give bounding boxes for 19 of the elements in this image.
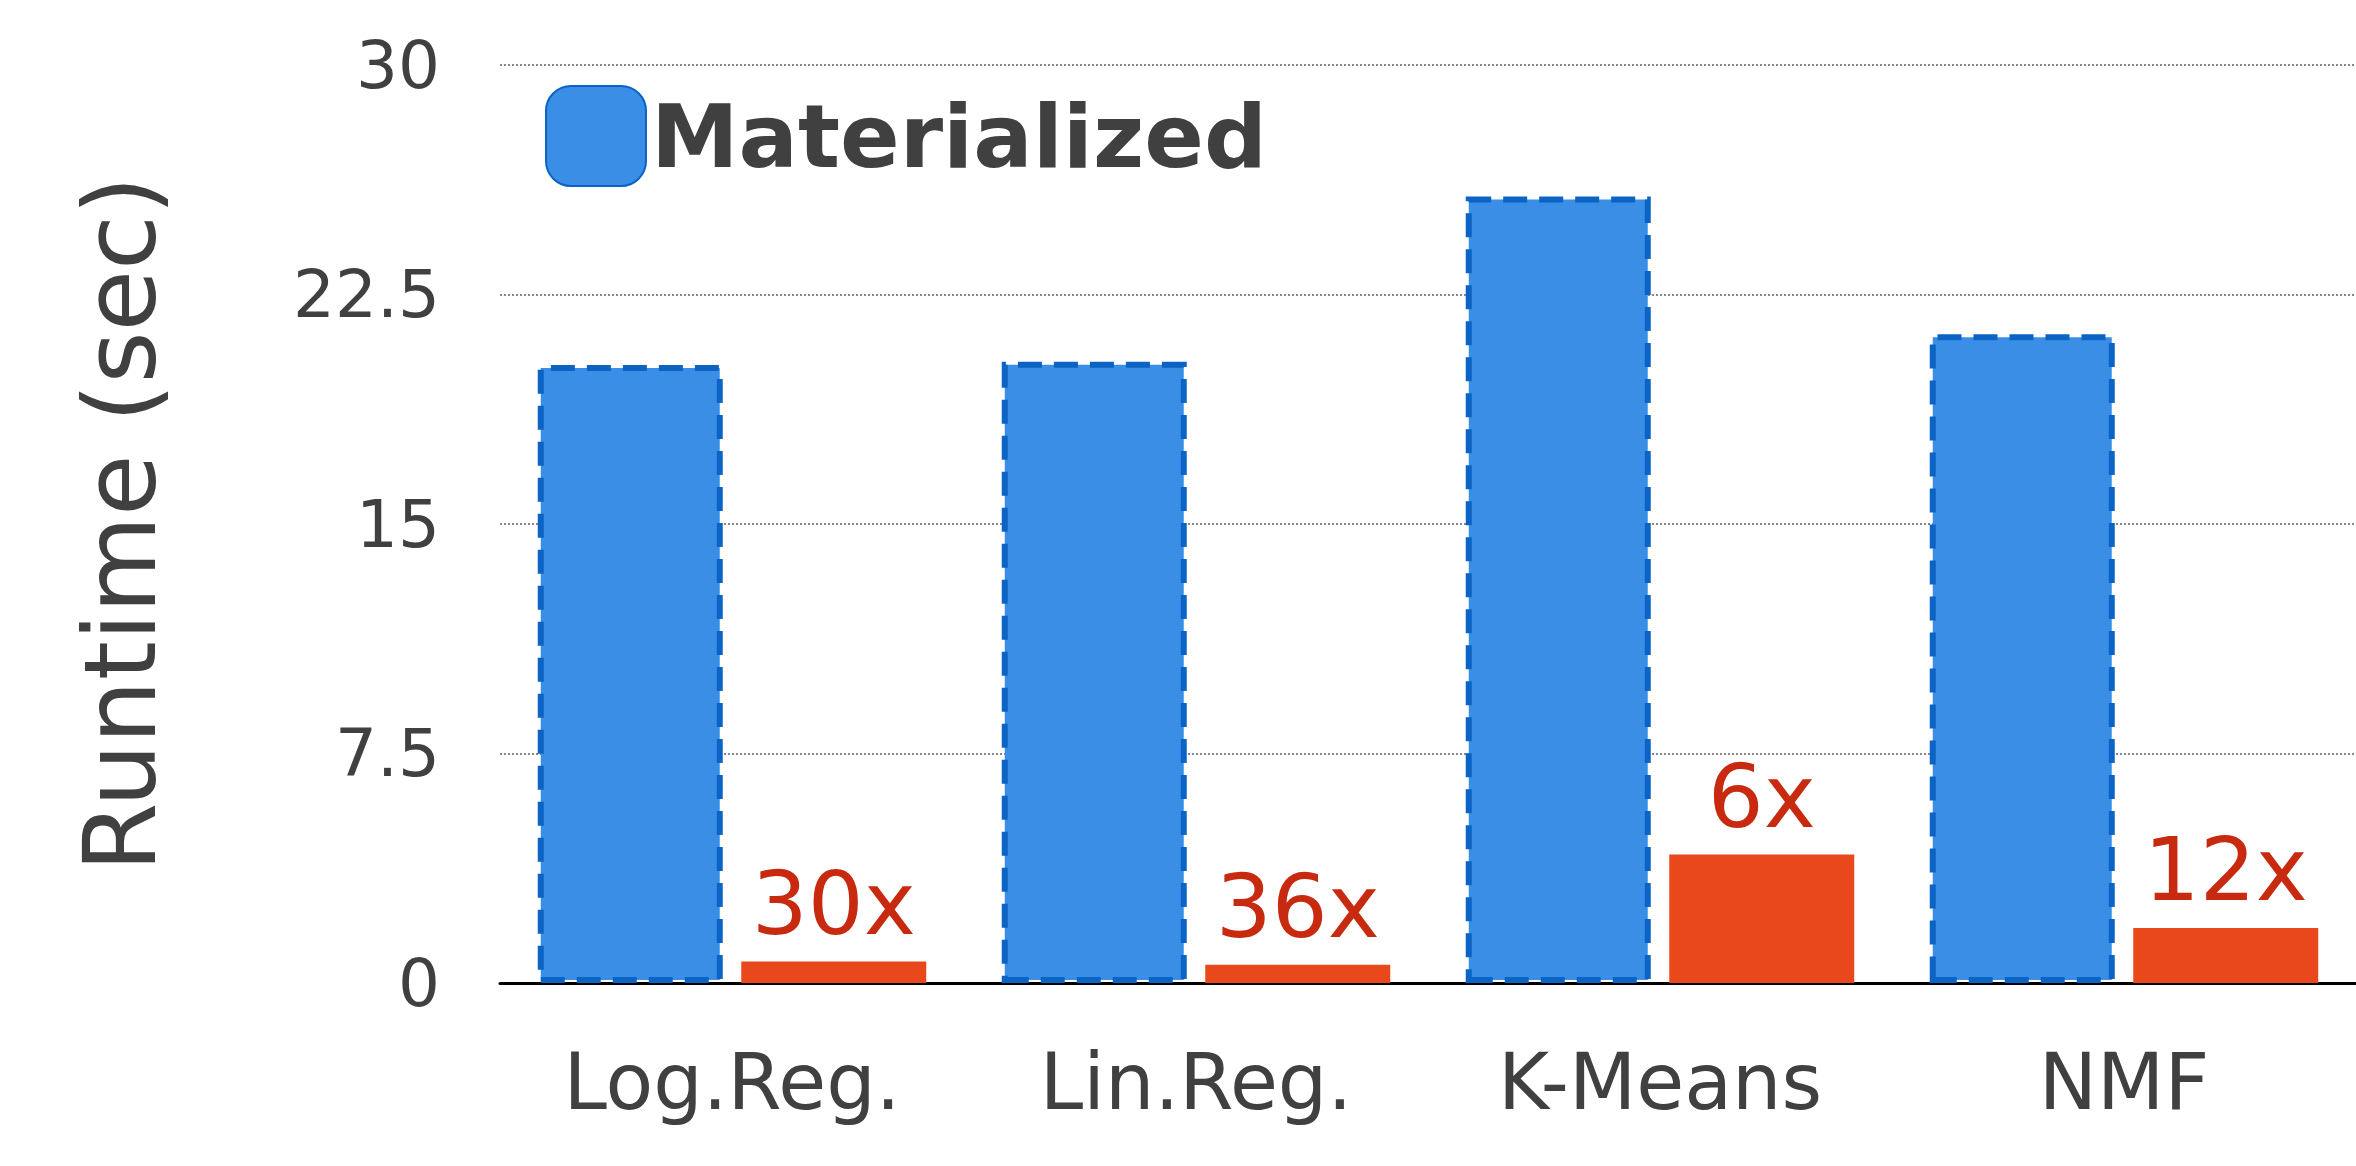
x-tick-label: K-Means — [1497, 1037, 1823, 1127]
legend-label: Materialized — [651, 84, 1267, 188]
annotation: 36x — [1215, 855, 1380, 959]
annotation: 12x — [2143, 818, 2308, 922]
x-tick-label: Log.Reg. — [563, 1037, 901, 1127]
bar — [1205, 964, 1391, 983]
annotation: 6x — [1707, 744, 1816, 848]
annotation: 30x — [751, 852, 916, 956]
bar — [2133, 927, 2319, 983]
y-tick-label: 0 — [398, 944, 440, 1022]
bar — [1669, 854, 1855, 983]
bar — [741, 961, 927, 983]
y-tick-label: 22.5 — [293, 256, 440, 333]
y-tick-label: 7.5 — [335, 715, 440, 792]
x-tick-label: NMF — [2038, 1037, 2210, 1127]
y-axis-title: Runtime (sec) — [61, 175, 179, 873]
y-tick-label: 30 — [356, 26, 440, 104]
x-tick-label: Lin.Reg. — [1039, 1037, 1353, 1127]
y-tick-label: 15 — [356, 485, 440, 563]
